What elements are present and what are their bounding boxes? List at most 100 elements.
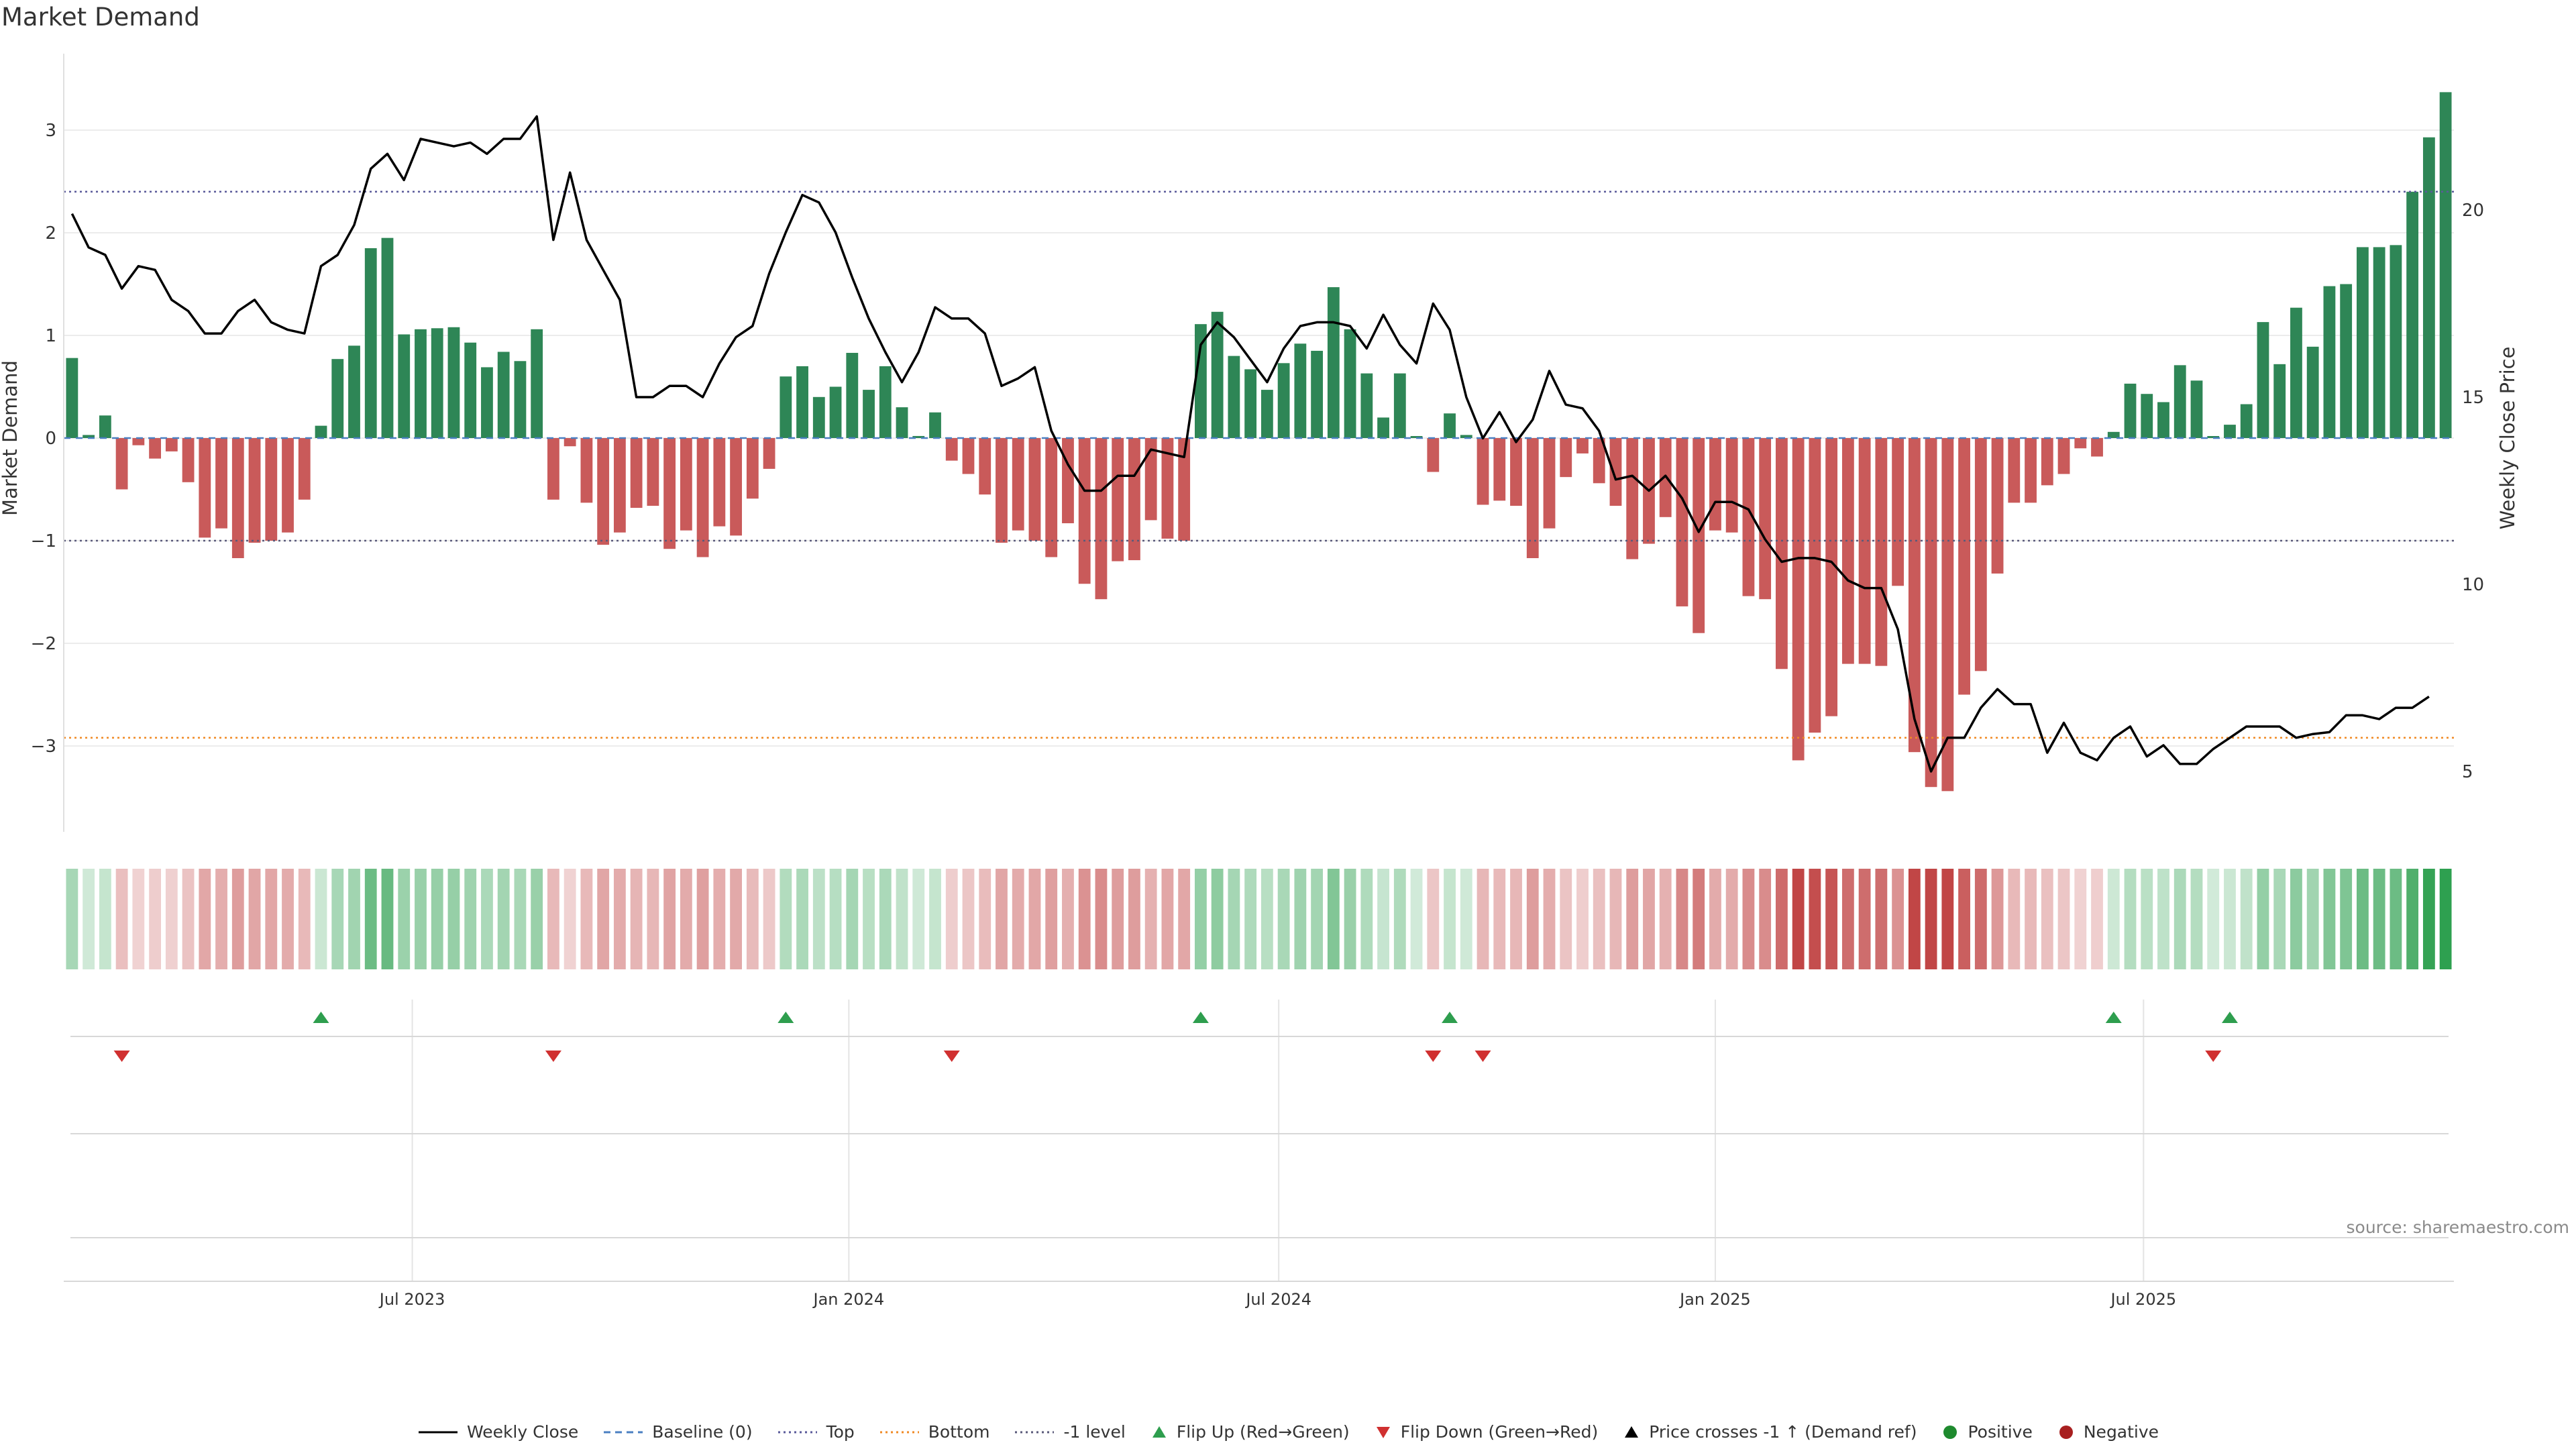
legend-label: Bottom xyxy=(928,1422,990,1442)
demand-bar xyxy=(1958,438,1970,695)
demand-bar xyxy=(1892,438,1904,586)
heatmap-cell xyxy=(1062,869,1074,969)
heatmap-cell xyxy=(1759,869,1772,969)
demand-bar xyxy=(1277,363,1290,438)
heatmap-cell xyxy=(2340,869,2353,969)
demand-bar xyxy=(115,438,128,490)
heatmap-cell xyxy=(1294,869,1307,969)
demand-bar xyxy=(912,435,925,438)
demand-bar xyxy=(1593,438,1605,484)
grid-lines xyxy=(64,129,2454,1281)
heatmap-cell xyxy=(215,869,227,969)
demand-bar xyxy=(464,342,477,438)
heatmap-cell xyxy=(2157,869,2169,969)
legend-label: Flip Down (Green→Red) xyxy=(1400,1422,1599,1442)
heatmap-cell xyxy=(1626,869,1639,969)
heatmap-cell xyxy=(1477,869,1489,969)
legend-item: -1 level xyxy=(1014,1422,1126,1442)
demand-bar xyxy=(2008,438,2021,503)
demand-bar xyxy=(2257,322,2269,438)
demand-bar xyxy=(1228,356,1240,438)
heatmap-cell xyxy=(613,869,626,969)
heatmap-cell xyxy=(1410,869,1423,969)
heatmap-cell xyxy=(1593,869,1605,969)
heatmap-cell xyxy=(1194,869,1207,969)
heatmap-cell xyxy=(1792,869,1805,969)
heatmap-cell xyxy=(1974,869,1987,969)
legend-item: Bottom xyxy=(879,1422,990,1442)
demand-bar xyxy=(597,438,610,545)
demand-bar xyxy=(282,438,294,533)
heatmap-cell xyxy=(415,869,427,969)
flip-markers xyxy=(113,1012,2238,1062)
demand-bar xyxy=(381,237,394,438)
heatmap-cell xyxy=(2373,869,2385,969)
demand-bar xyxy=(1775,438,1788,669)
demand-bar xyxy=(1543,438,1556,529)
demand-bar xyxy=(149,438,161,459)
heatmap-cell xyxy=(348,869,360,969)
demand-bar xyxy=(1725,438,1738,533)
heatmap-cell xyxy=(1460,869,1472,969)
heatmap-cell xyxy=(547,869,559,969)
demand-bar xyxy=(962,438,975,474)
heatmap-cell xyxy=(1393,869,1406,969)
demand-bar xyxy=(1128,438,1140,561)
heatmap-cell xyxy=(597,869,610,969)
demand-bar xyxy=(2025,438,2037,503)
heatmap-cell xyxy=(2273,869,2286,969)
legend-item: Flip Down (Green→Red) xyxy=(1374,1422,1599,1442)
x-tick-label: Jul 2024 xyxy=(1244,1290,1311,1309)
heatmap-cell xyxy=(829,869,842,969)
demand-bar xyxy=(182,438,195,482)
heatmap-cell xyxy=(1344,869,1356,969)
demand-bar xyxy=(165,438,178,451)
demand-bar xyxy=(1260,390,1273,438)
heatmap-cell xyxy=(2057,869,2070,969)
heatmap-cell xyxy=(1775,869,1788,969)
heatmap-cell xyxy=(2439,869,2452,969)
demand-bar xyxy=(780,376,792,438)
heatmap-cell xyxy=(331,869,344,969)
demand-bar xyxy=(315,425,327,438)
heatmap-cell xyxy=(1892,869,1904,969)
heatmap-cell xyxy=(381,869,394,969)
demand-bar xyxy=(1244,369,1257,438)
demand-bar xyxy=(896,407,908,438)
demand-bar xyxy=(613,438,626,533)
y-tick-label: 1 xyxy=(45,326,56,346)
demand-bar xyxy=(1858,438,1871,664)
heatmap-cell xyxy=(1725,869,1738,969)
demand-bar xyxy=(945,438,958,461)
heatmap-cell xyxy=(1809,869,1821,969)
demand-bar xyxy=(1742,438,1755,596)
heatmap-cell xyxy=(315,869,327,969)
demand-bar xyxy=(1825,438,1838,716)
heatmap-cell xyxy=(2323,869,2336,969)
y-tick-label: −1 xyxy=(31,531,56,551)
heatmap-cell xyxy=(2422,869,2435,969)
heatmap-cell xyxy=(1693,869,1705,969)
y-tick-label: 2 xyxy=(45,223,56,244)
heatmap-cell xyxy=(1244,869,1257,969)
heatmap-cell xyxy=(1825,869,1838,969)
demand-bar xyxy=(1576,438,1589,453)
demand-bar xyxy=(580,438,593,503)
source-note: source: sharemaestro.com xyxy=(2346,1218,2570,1237)
demand-bar xyxy=(663,438,676,549)
demand-bar xyxy=(1974,438,1987,672)
heatmap-cell xyxy=(746,869,759,969)
legend-item: Weekly Close xyxy=(417,1422,578,1442)
heatmap-cell xyxy=(447,869,460,969)
chart-title: Market Demand xyxy=(1,3,200,32)
heatmap-cell xyxy=(630,869,643,969)
heatmap-cell xyxy=(1211,869,1224,969)
heatmap-cell xyxy=(2025,869,2037,969)
demand-bar xyxy=(298,438,311,500)
heatmap-cell xyxy=(580,869,593,969)
demand-bar xyxy=(2057,438,2070,474)
demand-bar xyxy=(447,327,460,438)
heatmap-cell xyxy=(265,869,278,969)
legend-item: Flip Up (Red→Green) xyxy=(1150,1422,1350,1442)
